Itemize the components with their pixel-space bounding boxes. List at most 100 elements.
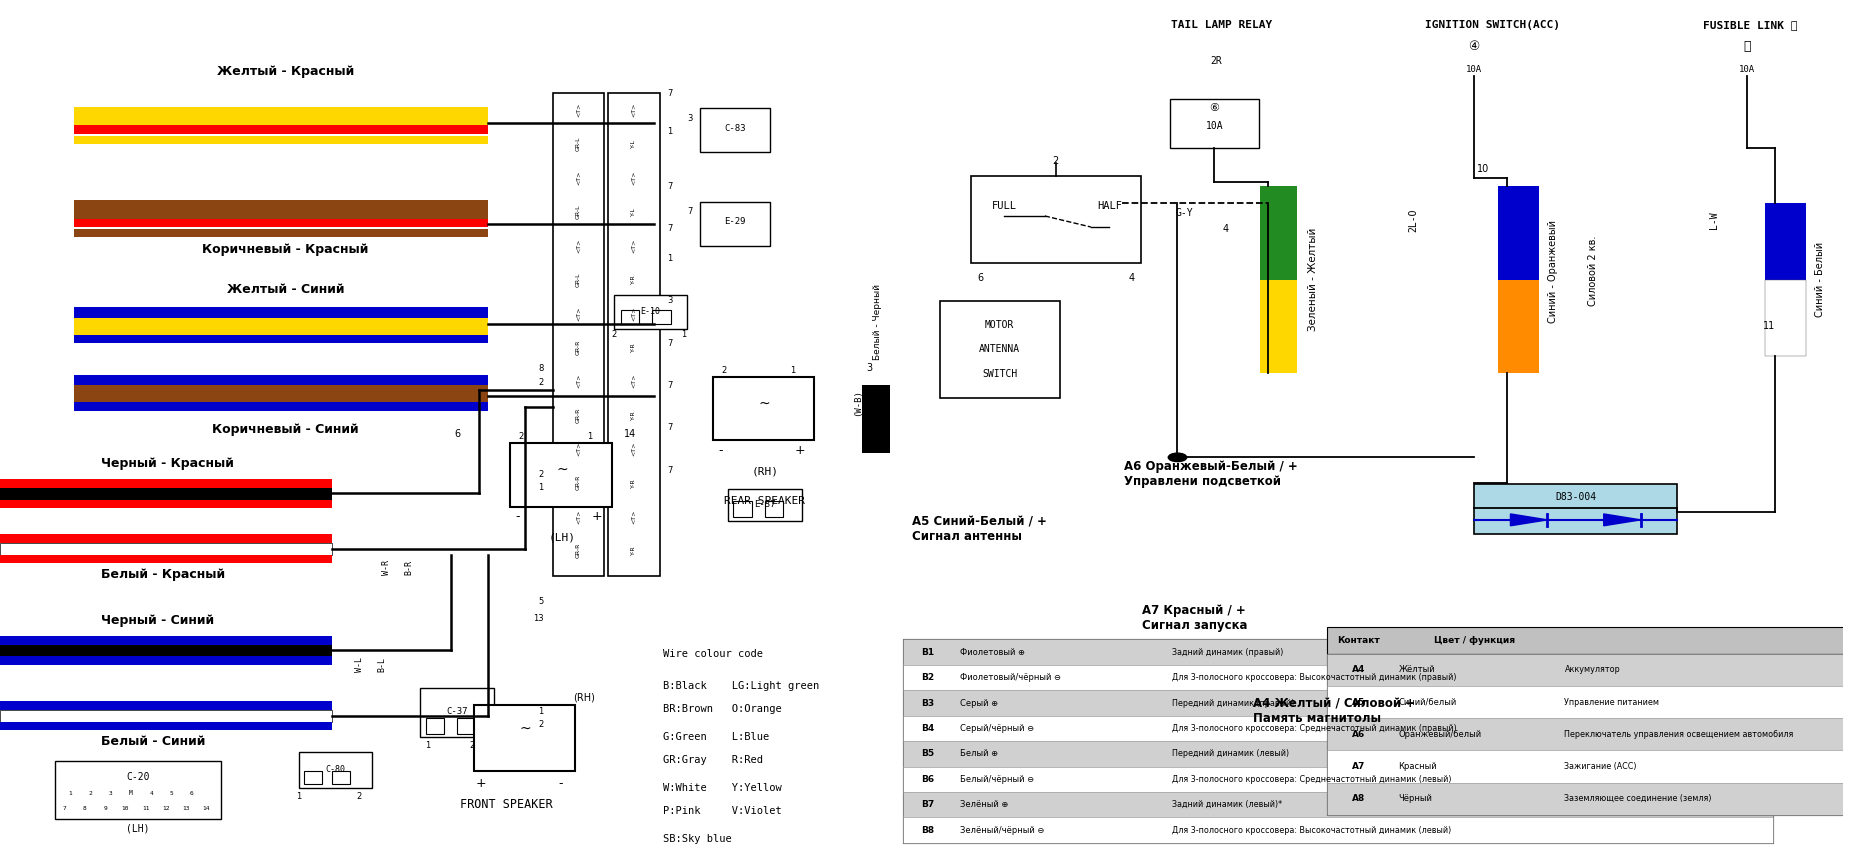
Text: 10A: 10A <box>1738 65 1755 74</box>
Text: 6: 6 <box>454 429 460 439</box>
Text: GR-L: GR-L <box>577 204 581 219</box>
Text: <T>: <T> <box>631 171 636 185</box>
Text: 2L-O: 2L-O <box>1408 208 1419 232</box>
Text: Y-R: Y-R <box>631 342 636 352</box>
Bar <box>74 318 488 335</box>
Text: <T>: <T> <box>577 307 581 320</box>
Bar <box>903 767 1773 792</box>
Text: B2: B2 <box>922 673 935 682</box>
Text: Фиолетовый ⊕: Фиолетовый ⊕ <box>961 648 1026 656</box>
Text: Синий - Белый: Синий - Белый <box>1814 242 1825 317</box>
Text: (LH): (LH) <box>549 533 575 543</box>
Text: Коричневый - Синий: Коричневый - Синий <box>211 423 358 436</box>
Bar <box>1260 186 1297 373</box>
Text: ANTENNA: ANTENNA <box>979 345 1020 354</box>
Text: B:Black    LG:Light green: B:Black LG:Light green <box>664 681 820 691</box>
Text: B1: B1 <box>922 648 935 656</box>
Text: C-83: C-83 <box>725 125 746 133</box>
Text: 2: 2 <box>538 470 544 479</box>
Bar <box>1326 686 1855 718</box>
Text: 14: 14 <box>623 429 636 439</box>
Bar <box>74 107 488 125</box>
Text: Задний динамик (левый)*: Задний динамик (левый)* <box>1172 800 1282 809</box>
Text: Силовой 2 кв.: Силовой 2 кв. <box>1588 235 1599 307</box>
Text: Управление питанием: Управление питанием <box>1564 698 1660 706</box>
Text: 2: 2 <box>538 379 544 387</box>
Bar <box>903 639 1773 843</box>
Text: ~: ~ <box>556 463 568 477</box>
Bar <box>972 176 1141 263</box>
Text: Wire colour code: Wire colour code <box>664 649 764 659</box>
Bar <box>510 443 612 507</box>
Text: -: - <box>516 510 519 523</box>
Bar <box>1326 627 1855 654</box>
Text: Заземляющее соединение (земля): Заземляющее соединение (земля) <box>1564 794 1712 803</box>
Text: Зелёный ⊕: Зелёный ⊕ <box>961 800 1009 809</box>
Text: ~: ~ <box>519 722 531 735</box>
Bar <box>0 701 332 710</box>
Text: B-R: B-R <box>404 560 414 575</box>
Text: ④: ④ <box>1469 40 1480 53</box>
Bar <box>621 310 640 324</box>
Text: <T>: <T> <box>631 307 636 320</box>
Text: B-L: B-L <box>377 657 386 673</box>
Text: А6 Оранжевый-Белый / +
Управлени подсветкой: А6 Оранжевый-Белый / + Управлени подсвет… <box>1124 460 1298 489</box>
Text: Задний динамик (правый): Задний динамик (правый) <box>1172 648 1284 656</box>
Text: 11: 11 <box>141 806 148 811</box>
Text: +: + <box>475 777 486 790</box>
Bar <box>1499 186 1538 373</box>
Text: (W-B): (W-B) <box>853 389 863 416</box>
Text: 2: 2 <box>722 366 727 374</box>
Text: 1: 1 <box>538 483 544 491</box>
Bar <box>940 301 1059 398</box>
Text: HALF: HALF <box>1096 202 1122 212</box>
Text: IGNITION SWITCH(ACC): IGNITION SWITCH(ACC) <box>1425 20 1560 30</box>
Bar <box>473 705 575 771</box>
Bar <box>1499 280 1538 373</box>
Text: ⑲: ⑲ <box>1744 40 1751 53</box>
Text: E-29: E-29 <box>725 218 746 226</box>
Bar <box>0 488 332 500</box>
Text: А7: А7 <box>1352 762 1365 771</box>
Text: Черный - Красный: Черный - Красный <box>102 457 234 470</box>
Text: SB:Sky blue: SB:Sky blue <box>664 833 733 844</box>
Text: E-37: E-37 <box>753 501 775 509</box>
Text: 7: 7 <box>688 208 694 216</box>
Text: 7: 7 <box>63 806 67 811</box>
Text: 13: 13 <box>182 806 189 811</box>
Bar <box>74 125 488 134</box>
Bar <box>1326 750 1855 783</box>
Text: 2: 2 <box>1054 156 1059 166</box>
Text: FRONT SPEAKER: FRONT SPEAKER <box>460 798 553 811</box>
Bar <box>56 761 221 819</box>
Text: 2R: 2R <box>1209 56 1222 66</box>
Text: C-80: C-80 <box>325 766 345 774</box>
Text: 3: 3 <box>109 791 113 796</box>
Text: 9: 9 <box>104 806 108 811</box>
Text: Белый/чёрный ⊖: Белый/чёрный ⊖ <box>961 775 1035 783</box>
Bar <box>699 108 770 152</box>
Bar <box>727 489 801 521</box>
Bar <box>299 752 373 788</box>
Bar <box>1326 718 1855 750</box>
Bar <box>903 741 1773 767</box>
Text: Белый - Красный: Белый - Красный <box>102 567 226 581</box>
Text: 2: 2 <box>519 432 525 440</box>
Text: Передний динамик (левый): Передний динамик (левый) <box>1172 750 1289 758</box>
Text: MOTOR: MOTOR <box>985 320 1015 330</box>
Text: Μ: Μ <box>130 791 134 796</box>
Bar <box>903 792 1773 817</box>
Text: Синий - Оранжевый: Синий - Оранжевый <box>1547 219 1558 323</box>
Text: Чёрный: Чёрный <box>1399 794 1432 803</box>
Text: 3: 3 <box>866 363 874 374</box>
Bar <box>1326 654 1855 686</box>
Bar <box>74 200 488 219</box>
Text: Красный: Красный <box>1399 762 1438 771</box>
Text: D83-004: D83-004 <box>1554 492 1595 501</box>
Text: B6: B6 <box>922 775 935 783</box>
Text: Y-R: Y-R <box>631 478 636 488</box>
Text: Фиолетовый/чёрный ⊖: Фиолетовый/чёрный ⊖ <box>961 673 1061 682</box>
Text: 14: 14 <box>202 806 210 811</box>
Text: 1: 1 <box>668 127 672 136</box>
Text: 1: 1 <box>586 432 592 440</box>
